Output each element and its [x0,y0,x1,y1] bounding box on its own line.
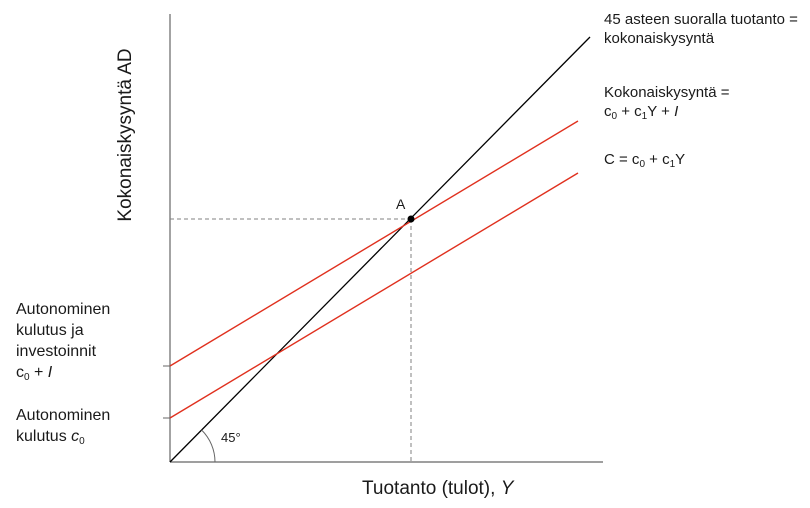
x-axis-label: Tuotanto (tulot), Y [362,478,514,499]
equilibrium-label: A [396,196,406,212]
aggregate-demand-line [169,120,579,367]
ad-line-label: Kokonaiskysyntä = c0 + c1Y + I [604,84,730,122]
angle-label: 45° [221,430,241,445]
consumption-line-label: C = c0 + c1Y [604,151,686,170]
consumption-intercept-label: Autonominen kulutus c0 [16,407,111,447]
angle-arc [201,429,216,463]
line-45-degree [169,36,591,463]
line-45-label: 45 asteen suoralla tuotanto = kokonaisky… [604,11,798,47]
equilibrium-point [407,215,415,223]
ad-intercept-label: Autonominen kulutus ja investoinnit c0 +… [16,301,111,383]
y-axis-label: Kokonaiskysyntä AD [115,48,136,222]
consumption-line [169,172,579,419]
